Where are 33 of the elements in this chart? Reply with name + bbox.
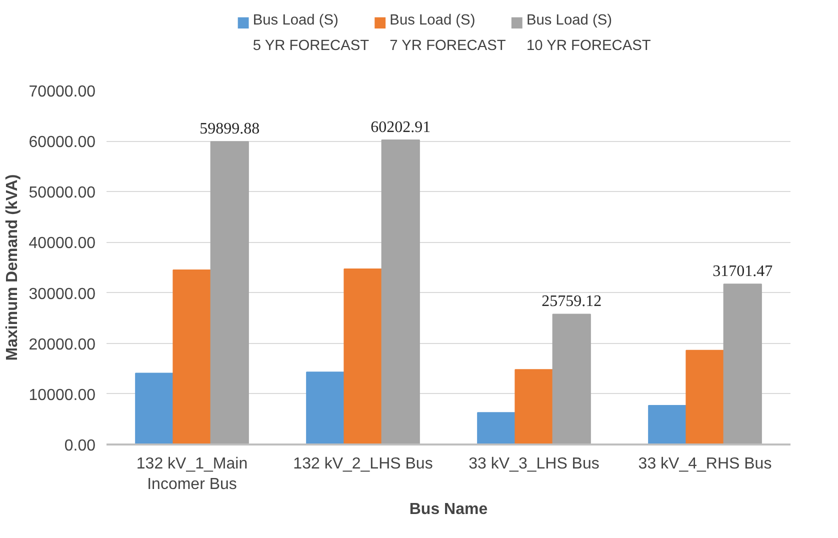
y-tick-label: 70000.00 xyxy=(28,84,96,100)
data-label: 59899.88 xyxy=(200,120,260,138)
data-label: 25759.12 xyxy=(542,293,602,310)
y-tick-label: 40000.00 xyxy=(28,235,96,252)
bar xyxy=(210,141,249,444)
bar xyxy=(686,350,724,444)
bar xyxy=(344,268,382,444)
x-axis-title: Bus Name xyxy=(409,500,488,518)
y-tick-label: 30000.00 xyxy=(28,286,96,303)
bar xyxy=(723,284,762,444)
bar xyxy=(477,412,516,444)
bar xyxy=(381,140,420,444)
y-tick-label: 0.00 xyxy=(64,438,96,454)
y-tick-label: 20000.00 xyxy=(28,336,96,354)
x-tick-label: 132 kV_2_LHS Bus xyxy=(293,456,433,472)
y-tick-label: 50000.00 xyxy=(28,184,96,202)
x-tick-label: 132 kV_1_Main Incomer Bus xyxy=(136,456,248,493)
data-label: 60202.91 xyxy=(370,119,431,136)
bar xyxy=(648,405,687,444)
y-tick-label: 10000.00 xyxy=(28,386,96,404)
bar xyxy=(552,314,591,444)
x-tick-label: 33 kV_3_LHS Bus xyxy=(468,456,600,472)
legend-label: Bus Load (S) 5 YR FORECAST xyxy=(252,12,370,54)
data-label: 31701.47 xyxy=(712,263,773,280)
bar xyxy=(172,270,212,444)
bar xyxy=(306,372,345,444)
x-tick-label: 33 kV_4_RHS Bus xyxy=(638,456,772,472)
y-axis-title: Maximum Demand (kVA) xyxy=(4,174,21,361)
legend-label: Bus Load (S) 7 YR FORECAST xyxy=(390,12,506,54)
y-tick-label: 60000.00 xyxy=(28,134,96,152)
bar xyxy=(135,372,174,444)
legend-label: Bus Load (S) 10 YR FORECAST xyxy=(526,12,651,54)
bar xyxy=(514,369,554,444)
